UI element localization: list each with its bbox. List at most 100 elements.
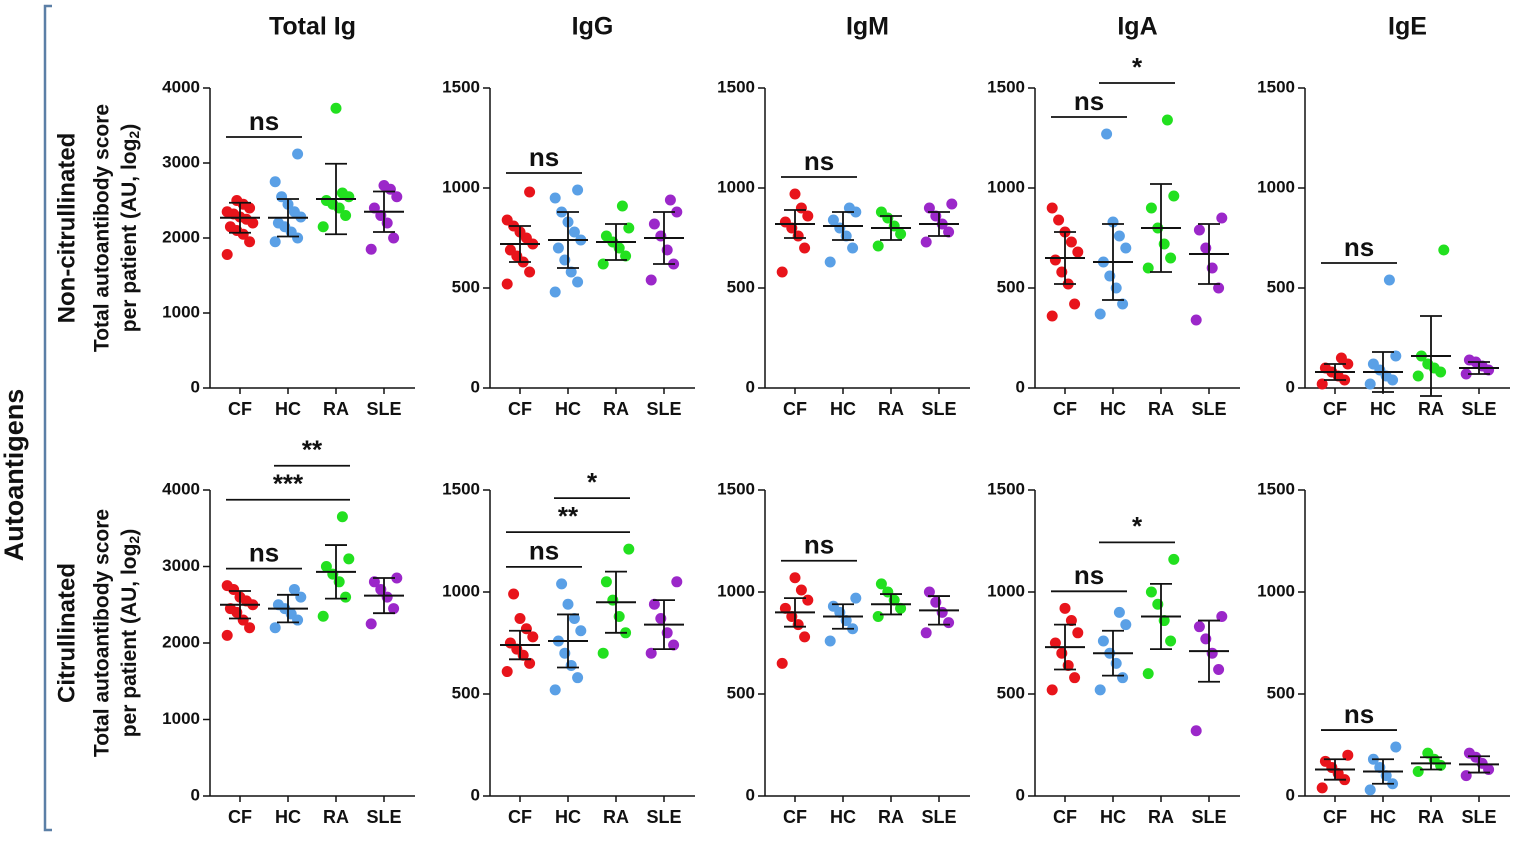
significance-label: ns [529, 142, 559, 172]
data-point [824, 635, 836, 647]
data-point [895, 602, 907, 614]
data-point [1213, 664, 1225, 676]
x-tick-label: RA [878, 399, 904, 419]
y-tick-label: 1500 [442, 77, 480, 96]
data-point [1120, 619, 1132, 631]
data-point [549, 684, 561, 696]
data-point [1190, 314, 1202, 326]
data-point [872, 240, 884, 252]
y-axis-label-part: 2 [126, 131, 142, 139]
data-point [1422, 747, 1434, 759]
y-tick-label: 500 [452, 683, 480, 702]
y-tick-label: 2000 [162, 632, 200, 651]
data-point [317, 221, 329, 233]
data-point [1049, 254, 1061, 266]
y-tick-label: 3000 [162, 152, 200, 171]
y-tick-label: 500 [1267, 683, 1295, 702]
data-point [524, 266, 536, 278]
x-tick-label: HC [1100, 399, 1126, 419]
data-point [1335, 352, 1347, 364]
y-tick-label: 0 [1016, 377, 1025, 396]
data-point [556, 578, 568, 590]
x-tick-label: CF [1053, 399, 1077, 419]
y-tick-label: 3000 [162, 556, 200, 575]
data-point [943, 226, 955, 238]
data-point [221, 580, 233, 592]
significance-label: ns [249, 106, 279, 136]
data-point [776, 657, 788, 669]
data-point [1069, 298, 1081, 310]
data-point [1213, 282, 1225, 294]
data-point [269, 622, 281, 634]
data-point [568, 226, 580, 238]
y-axis-label-part: ) [118, 124, 141, 131]
significance-label: ns [804, 146, 834, 176]
data-point [224, 603, 236, 615]
data-point [572, 672, 584, 684]
significance-label: * [1132, 52, 1143, 82]
y-tick-label: 1000 [162, 709, 200, 728]
data-point [779, 216, 791, 228]
x-tick-label: HC [275, 399, 301, 419]
x-tick-label: RA [603, 807, 629, 827]
data-point [597, 647, 609, 659]
data-point [923, 586, 935, 598]
x-tick-label: CF [508, 807, 532, 827]
x-tick-label: HC [555, 399, 581, 419]
significance-label: ns [1344, 232, 1374, 262]
y-tick-label: 0 [746, 377, 755, 396]
y-tick-label: 0 [746, 785, 755, 804]
y-tick-label: 500 [452, 277, 480, 296]
data-point [514, 613, 526, 625]
y-tick-label: 1500 [1257, 479, 1295, 498]
y-tick-label: 1000 [442, 177, 480, 196]
data-point [597, 258, 609, 270]
side-label: Autoantigens [0, 389, 29, 562]
x-tick-label: SLE [646, 807, 681, 827]
x-tick-label: CF [1323, 807, 1347, 827]
data-point [648, 598, 660, 610]
data-point [1463, 354, 1475, 366]
data-point [391, 572, 403, 584]
data-point [1216, 610, 1228, 622]
data-point [288, 206, 300, 218]
data-point [572, 184, 584, 196]
y-tick-label: 1500 [987, 479, 1025, 498]
data-point [501, 278, 513, 290]
data-point [623, 543, 635, 555]
data-point [244, 236, 256, 248]
data-point [1319, 362, 1331, 374]
data-point [600, 576, 612, 588]
data-point [1168, 190, 1180, 202]
x-tick-label: CF [508, 399, 532, 419]
y-tick-label: 1000 [442, 581, 480, 600]
significance-label: * [1132, 511, 1143, 541]
data-point [1094, 684, 1106, 696]
x-tick-label: SLE [1461, 807, 1496, 827]
data-point [1145, 202, 1157, 214]
data-point [1046, 202, 1058, 214]
data-point [244, 622, 256, 634]
data-point [1069, 672, 1081, 684]
data-point [288, 583, 300, 595]
significance-label: ns [529, 536, 559, 566]
data-point [1120, 242, 1132, 254]
data-point [221, 629, 233, 641]
data-point [872, 610, 884, 622]
x-tick-label: RA [1418, 399, 1444, 419]
data-point [572, 276, 584, 288]
data-point [664, 194, 676, 206]
data-point [549, 286, 561, 298]
x-tick-label: HC [1370, 399, 1396, 419]
data-point [336, 187, 348, 199]
significance-label: ns [1074, 86, 1104, 116]
data-point [501, 666, 513, 678]
data-point [847, 242, 859, 254]
data-point [802, 594, 814, 606]
y-tick-label: 0 [1016, 785, 1025, 804]
data-point [1364, 784, 1376, 796]
data-point [850, 592, 862, 604]
y-tick-label: 1000 [987, 177, 1025, 196]
y-tick-label: 500 [727, 277, 755, 296]
data-point [1364, 378, 1376, 390]
